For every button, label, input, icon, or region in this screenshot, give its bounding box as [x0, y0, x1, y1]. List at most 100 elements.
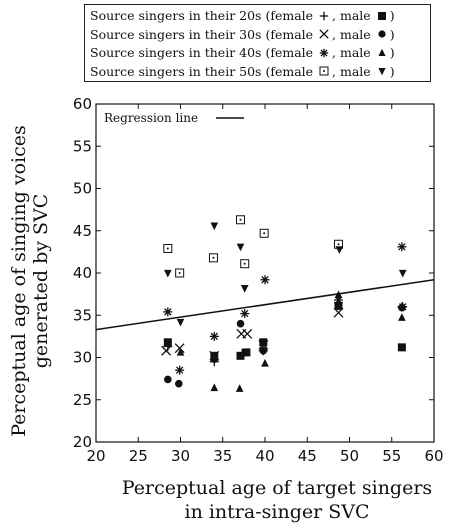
- data-point: [259, 338, 268, 347]
- regression-line: [95, 279, 435, 331]
- legend-label: Source singers in their 20s (female: [90, 8, 314, 23]
- plot-frame: [95, 103, 435, 443]
- legend-separator: , male: [332, 8, 371, 23]
- y-tick-label: 60: [73, 95, 92, 113]
- y-tick-label: 25: [73, 391, 92, 409]
- series-square-dot: [163, 215, 344, 278]
- data-point: [397, 343, 406, 352]
- data-point: [176, 347, 185, 356]
- legend-label: Source singers in their 30s (female: [90, 26, 314, 42]
- x-tick-label: 60: [424, 447, 443, 465]
- data-point: [398, 269, 407, 278]
- series-plus: [163, 298, 407, 367]
- legend-row: Source singers in their 50s (female , mal…: [90, 64, 395, 79]
- y-tick-label: 30: [73, 349, 92, 367]
- data-point: [210, 355, 219, 363]
- x-tick-label: 20: [86, 447, 105, 465]
- legend-asterisk-icon: [319, 48, 329, 57]
- legend-label: Source singers in their 40s (female: [90, 45, 314, 60]
- data-point: [240, 309, 250, 319]
- y-tick-label: 50: [73, 180, 92, 198]
- legend-close: ): [389, 8, 395, 23]
- y-tick-label: 20: [73, 433, 92, 451]
- data-point: [164, 269, 172, 278]
- legend-close: ): [389, 45, 395, 60]
- data-point: [258, 339, 269, 350]
- data-point: [163, 338, 172, 347]
- legend-circle-icon: [378, 30, 386, 38]
- series-triangle-down: [164, 222, 407, 327]
- data-point: [333, 307, 344, 318]
- data-point: [259, 228, 269, 238]
- axes: 20 25 30 35 40 45 50 55 60 20 25 30 35 40 45 50 55 60: [73, 95, 444, 465]
- data-point: [261, 358, 269, 367]
- data-point: [334, 290, 343, 299]
- data-point: [161, 345, 172, 356]
- series-asterisk: [163, 242, 408, 375]
- legend-label: Source singers in their 50s (female: [90, 63, 314, 79]
- data-point: [164, 375, 172, 384]
- y-axis-title: generated by SVC: [30, 194, 52, 369]
- data-points: [161, 215, 408, 392]
- x-tick-label: 50: [340, 447, 359, 465]
- data-point: [260, 275, 270, 285]
- data-point: [397, 242, 407, 252]
- data-point: [236, 319, 245, 328]
- data-point: [210, 222, 219, 231]
- legend-square-icon: [377, 11, 386, 20]
- y-tick-label: 35: [73, 306, 92, 324]
- x-tick-label: 30: [171, 447, 190, 465]
- data-point: [398, 313, 406, 321]
- legend-row: Source singers in their 30s (female , mal…: [90, 27, 395, 42]
- legend-square-dot-icon: [319, 66, 329, 76]
- data-point: [240, 285, 249, 293]
- x-axis-title: Perceptual age of target singers: [122, 477, 432, 499]
- y-tick-label: 45: [73, 222, 92, 240]
- x-tick-label: 25: [129, 447, 148, 465]
- data-point: [242, 328, 253, 339]
- data-point: [175, 365, 185, 375]
- x-tick-label: 55: [382, 447, 401, 465]
- data-point: [334, 301, 343, 309]
- regression-legend-label: Regression line: [104, 111, 198, 125]
- data-point: [335, 246, 344, 254]
- data-point: [163, 243, 173, 253]
- series-triangle-up: [176, 290, 406, 392]
- legend-plus-icon: [319, 11, 329, 20]
- legend-separator: , male: [332, 45, 371, 60]
- series-x: [161, 307, 344, 361]
- data-point: [398, 302, 408, 312]
- data-point: [235, 215, 245, 225]
- legend-close: ): [389, 26, 395, 42]
- legend: Source singers in their 20s (female , mal…: [84, 4, 431, 82]
- regression-group: Regression line: [95, 111, 435, 331]
- legend-separator: , male: [332, 63, 371, 79]
- data-point: [236, 351, 245, 360]
- data-point: [242, 348, 251, 357]
- y-axis-title: Perceptual age of singing voices: [8, 125, 30, 437]
- data-point: [210, 383, 219, 392]
- legend-x-icon: [319, 29, 329, 39]
- data-point: [209, 331, 219, 341]
- data-point: [235, 384, 244, 392]
- data-point: [236, 243, 245, 252]
- x-tick-label: 45: [298, 447, 317, 465]
- x-axis-title: in intra-singer SVC: [185, 501, 370, 523]
- data-point: [240, 259, 250, 269]
- legend-triangle-down-icon: [378, 68, 386, 76]
- data-point: [174, 343, 185, 354]
- x-tick-label: 40: [255, 447, 274, 465]
- y-tick-label: 40: [73, 264, 92, 282]
- y-tick-label: 55: [73, 137, 92, 155]
- data-point: [208, 253, 218, 263]
- legend-separator: , male: [332, 26, 371, 42]
- data-point: [175, 268, 185, 278]
- legend-row: Source singers in their 20s (female , mal…: [90, 8, 395, 23]
- legend-row: Source singers in their 40s (female , mal…: [90, 45, 395, 60]
- data-point: [176, 318, 185, 327]
- legend-close: ): [389, 63, 395, 79]
- data-point: [175, 379, 183, 388]
- series-square: [163, 301, 406, 360]
